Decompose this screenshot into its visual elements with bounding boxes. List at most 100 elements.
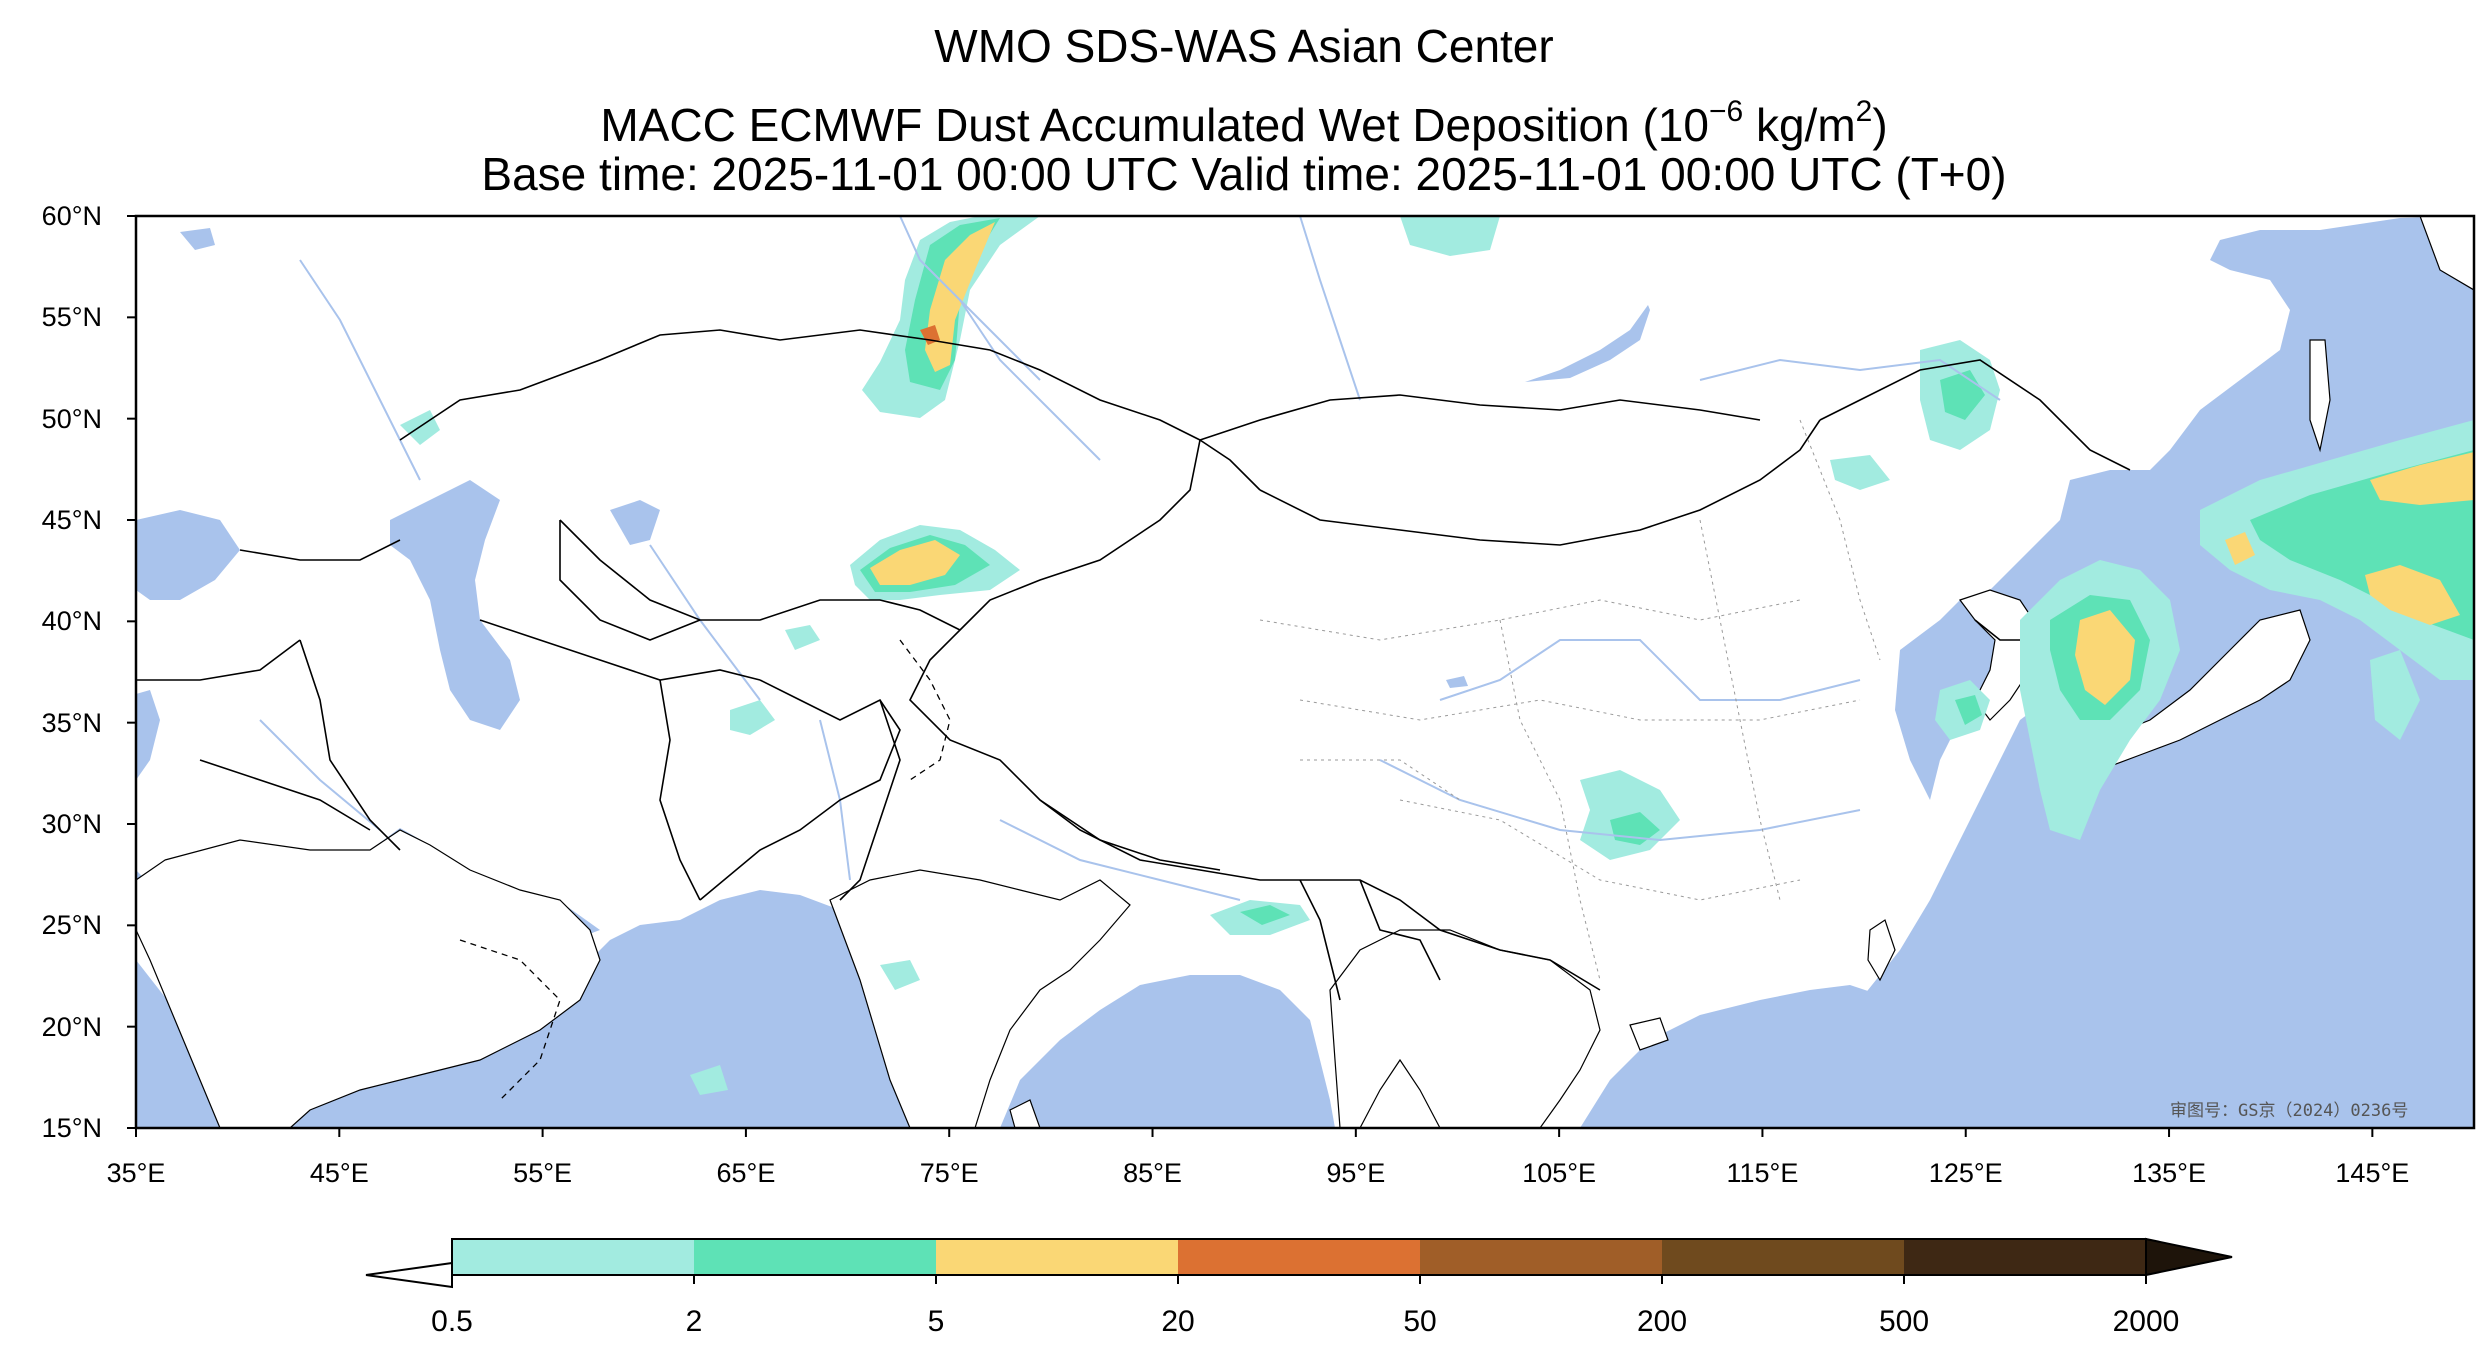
mediterranean-east bbox=[136, 690, 160, 780]
border-india-myanmar bbox=[1299, 879, 1341, 1001]
contour-kuril bbox=[2370, 650, 2420, 740]
border-caucasus bbox=[239, 539, 401, 561]
border-iran-afghanistan bbox=[659, 679, 701, 901]
province-borders bbox=[1259, 419, 1881, 981]
colorbar bbox=[365, 1237, 2233, 1289]
map-frame bbox=[134, 214, 2476, 1130]
colorbar-level-label: 5 bbox=[927, 1305, 945, 1338]
colorbar-over-arrow bbox=[2145, 1237, 2233, 1277]
colorbar-under-arrow bbox=[365, 1261, 453, 1289]
taiwan bbox=[1867, 919, 1896, 982]
lat-label: 45°N bbox=[41, 505, 102, 535]
lon-label: 35°E bbox=[106, 1158, 166, 1188]
border-uzbek bbox=[559, 520, 701, 641]
lat-label: 15°N bbox=[41, 1113, 102, 1143]
colorbar-box bbox=[1420, 1239, 1663, 1275]
hainan bbox=[1629, 1017, 1669, 1051]
province-line-6 bbox=[1799, 419, 1881, 661]
border-russia-mongolia bbox=[1199, 394, 1761, 441]
river-tigris bbox=[259, 719, 381, 831]
longitude-ticks bbox=[135, 1128, 2374, 1137]
arabian-peninsula bbox=[136, 829, 601, 1128]
contour-india-west bbox=[880, 960, 920, 990]
title-exponent: −6 bbox=[1708, 95, 1744, 128]
lon-label: 75°E bbox=[919, 1158, 979, 1188]
colorbar-box bbox=[1662, 1239, 1905, 1275]
colorbar-level-label: 500 bbox=[1878, 1305, 1930, 1338]
river-yangtze bbox=[1379, 759, 1861, 842]
border-india-nepal bbox=[1039, 799, 1221, 871]
border-china-mongolia bbox=[1259, 419, 1821, 546]
river-yenisei bbox=[1299, 216, 1361, 401]
river-ganges bbox=[999, 819, 1241, 901]
sri-lanka-edge bbox=[1009, 1099, 1041, 1128]
disputed-arabia bbox=[459, 939, 561, 1101]
province-line-7 bbox=[1300, 759, 1461, 801]
lon-label: 115°E bbox=[1726, 1158, 1799, 1188]
contour-pakistan bbox=[730, 700, 775, 735]
lake-baikal bbox=[1525, 305, 1650, 382]
colorbar-boxes bbox=[452, 1239, 2147, 1275]
title-unit: kg/m bbox=[1743, 99, 1856, 151]
latitude-ticks bbox=[127, 215, 136, 1129]
lon-label: 105°E bbox=[1522, 1158, 1597, 1188]
river-yellow bbox=[1439, 639, 1861, 701]
colorbar-ticks bbox=[451, 1275, 2147, 1284]
river-amur bbox=[1699, 358, 2001, 401]
contour-siberia-north bbox=[1400, 216, 1500, 256]
title-line-2: MACC ECMWF Dust Accumulated Wet Depositi… bbox=[0, 86, 2488, 151]
colorbar-level-label: 2 bbox=[685, 1305, 703, 1338]
contour-yellow-sea-2 bbox=[1955, 695, 1982, 725]
border-afghanistan-pakistan bbox=[699, 679, 901, 901]
lon-label: 135°E bbox=[2132, 1158, 2206, 1188]
white-sea bbox=[180, 228, 215, 250]
border-turkey-syria bbox=[136, 639, 301, 681]
colorbar-box bbox=[936, 1239, 1179, 1275]
province-line-5 bbox=[1699, 519, 1781, 901]
qinghai-lake bbox=[1446, 676, 1468, 688]
contour-japan-pacific-4 bbox=[2365, 565, 2460, 625]
contour-japan-pacific-3 bbox=[2370, 452, 2474, 505]
contour-ferghana bbox=[785, 625, 820, 650]
sakhalin bbox=[2309, 339, 2331, 453]
colorbar-level-label: 0.5 bbox=[431, 1305, 473, 1338]
colorbar-box bbox=[1904, 1239, 2147, 1275]
province-line-2 bbox=[1299, 699, 1861, 721]
indian-subcontinent bbox=[829, 869, 1131, 1128]
lat-label: 60°N bbox=[41, 201, 102, 231]
border-saudi bbox=[199, 759, 371, 831]
contour-kazakh-east-3 bbox=[870, 540, 960, 585]
border-china-russia-east bbox=[1819, 359, 2131, 471]
province-line-4 bbox=[1499, 619, 1601, 981]
contour-mongolia-east bbox=[1830, 455, 1890, 490]
colorbar-frame bbox=[451, 1238, 2147, 1276]
lat-label: 35°N bbox=[41, 707, 102, 738]
south-china-sea bbox=[1580, 985, 1880, 1128]
contour-west-siberia-peak bbox=[920, 325, 940, 345]
title-variable: MACC ECMWF Dust Accumulated Wet Depositi… bbox=[600, 99, 1709, 151]
border-pakistan-india bbox=[839, 699, 901, 901]
colorbar-box bbox=[452, 1239, 695, 1275]
lat-label: 30°N bbox=[41, 809, 102, 839]
lon-label: 95°E bbox=[1326, 1158, 1386, 1188]
border-russia-kazakhstan bbox=[399, 329, 1201, 441]
map-area bbox=[136, 216, 2474, 1128]
indochina bbox=[1329, 929, 1601, 1128]
lon-label: 125°E bbox=[1928, 1158, 2003, 1188]
title-unit-exponent: 2 bbox=[1855, 95, 1873, 128]
title-line-3: Base time: 2025-11-01 00:00 UTC Valid ti… bbox=[481, 148, 2007, 200]
deposition-contours bbox=[400, 216, 2474, 1095]
title-close: ) bbox=[1872, 99, 1888, 151]
province-line-1 bbox=[1259, 599, 1801, 641]
border-iran-iraq bbox=[299, 639, 401, 851]
lat-label: 55°N bbox=[41, 302, 102, 333]
lon-label: 145°E bbox=[2335, 1158, 2410, 1188]
lon-label: 55°E bbox=[513, 1158, 573, 1188]
colorbar-level-label: 200 bbox=[1636, 1305, 1688, 1338]
bay-of-bengal bbox=[1000, 975, 1335, 1128]
colorbar-box bbox=[1178, 1239, 1421, 1275]
contour-bangladesh-2 bbox=[1240, 905, 1290, 925]
lon-label: 65°E bbox=[716, 1158, 776, 1188]
country-borders bbox=[136, 329, 2131, 1001]
